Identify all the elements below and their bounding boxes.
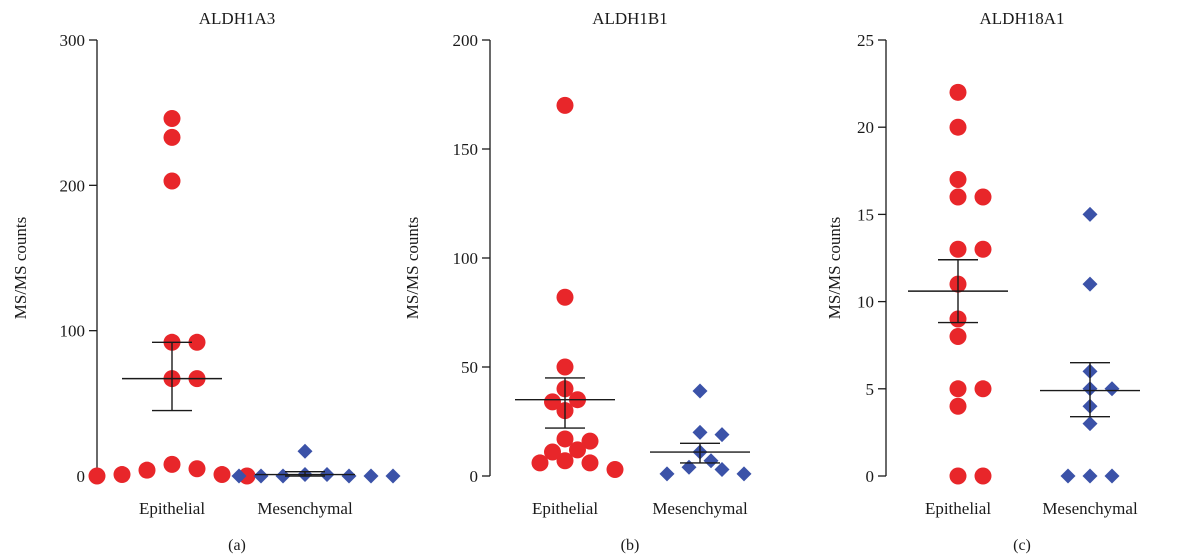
panel-3-mesenchymal-point [1104, 381, 1120, 397]
panel-3-epithelial-point [949, 397, 967, 415]
panel-3-epithelial-point [949, 327, 967, 345]
panel-3-mesenchymal-point [1082, 276, 1098, 292]
panel-2-epithelial-point [531, 454, 549, 472]
panel-2-epithelial-point [581, 432, 599, 450]
panel-1-epithelial-point [238, 467, 256, 485]
panel-1-epithelial-point [163, 455, 181, 473]
panel-1-mesenchymal-point [297, 443, 313, 459]
panel-1-x-category-label: Epithelial [139, 499, 205, 518]
panel-1-epithelial-point [213, 466, 231, 484]
panel-1-mesenchymal-point [253, 468, 269, 484]
panel-2-y-axis-label: MS/MS counts [403, 217, 422, 320]
panel-1-y-tick-label: 100 [60, 322, 86, 341]
panel-2-mesenchymal-point [714, 461, 730, 477]
panel-1-mesenchymal-point [385, 468, 401, 484]
panel-3-mesenchymal-point [1082, 416, 1098, 432]
panel-1-epithelial-point [188, 333, 206, 351]
panel-2-mesenchymal-point [736, 466, 752, 482]
panel-2-mesenchymal-point [703, 453, 719, 469]
panel-3-epithelial-point [949, 240, 967, 258]
panel-3-y-tick-label: 5 [866, 380, 875, 399]
panel-3-y-tick-label: 0 [866, 467, 875, 486]
panel-1-mesenchymal-point [231, 468, 247, 484]
panel-3-epithelial-point [949, 188, 967, 206]
panel-2-epithelial-point [556, 288, 574, 306]
panel-2-epithelial-point [556, 96, 574, 114]
panel-1-y-tick-label: 200 [60, 176, 86, 195]
panel-2-epithelial-point [544, 393, 561, 411]
panel-1-y-tick-label: 300 [60, 31, 86, 50]
panel-2-epithelial-point [581, 454, 599, 472]
panel-1-panel-label: (a) [228, 537, 246, 554]
panel-3-epithelial-point [974, 380, 992, 398]
panel-2-epithelial-point [606, 460, 624, 478]
panel-1-epithelial-point [163, 109, 181, 127]
panel-1-title: ALDH1A3 [199, 9, 276, 28]
panel-1-y-axis-label: MS/MS counts [11, 217, 30, 320]
panel-3-x-category-label: Epithelial [925, 499, 991, 518]
panel-1-y-tick-label: 0 [77, 467, 86, 486]
panel-2-mesenchymal-point [659, 466, 675, 482]
panel-3-mesenchymal-point [1082, 206, 1098, 222]
panel-3-y-axis-label: MS/MS counts [825, 217, 844, 320]
panel-3-mesenchymal-point [1060, 468, 1076, 484]
panel-2-title: ALDH1B1 [592, 9, 668, 28]
panel-2-epithelial-point [569, 441, 586, 459]
panel-3-epithelial-point [949, 467, 967, 485]
panel-2-panel-label: (b) [621, 537, 640, 554]
panel-2-epithelial-point [556, 430, 574, 448]
panel-2-y-tick-label: 150 [453, 140, 479, 159]
panel-1-epithelial-point [138, 461, 156, 479]
panel-2-y-tick-label: 100 [453, 249, 479, 268]
panel-1-x-category-label: Mesenchymal [257, 499, 353, 518]
panel-1-epithelial-point [163, 172, 181, 190]
panel-2-epithelial-point [544, 443, 561, 461]
panel-3-mesenchymal-point [1104, 468, 1120, 484]
panel-3-y-tick-label: 25 [857, 31, 874, 50]
panel-3-epithelial-point [974, 240, 992, 258]
panel-2-x-category-label: Epithelial [532, 499, 598, 518]
panel-1-mesenchymal-point [341, 468, 357, 484]
panel-1-epithelial-point [188, 460, 206, 478]
panel-3-title: ALDH18A1 [980, 9, 1065, 28]
panel-2-mesenchymal-point [681, 459, 697, 475]
panel-1-epithelial-point [113, 466, 131, 484]
panel-3-epithelial-point [949, 83, 967, 101]
panel-1-epithelial-point [88, 467, 106, 485]
panel-3-epithelial-point [949, 171, 967, 189]
panel-2-epithelial-point [556, 452, 574, 470]
panel-3-epithelial-point [949, 118, 967, 136]
panel-3-x-category-label: Mesenchymal [1042, 499, 1138, 518]
panel-1-epithelial-point [163, 128, 181, 146]
panel-3-y-tick-label: 10 [857, 293, 874, 312]
panel-3-mesenchymal-point [1082, 468, 1098, 484]
panel-1-mesenchymal-point [363, 468, 379, 484]
panel-2-mesenchymal-point [692, 424, 708, 440]
panel-3-epithelial-point [974, 467, 992, 485]
panel-2-x-category-label: Mesenchymal [652, 499, 748, 518]
panel-2-y-tick-label: 50 [461, 358, 478, 377]
panel-2-y-tick-label: 0 [470, 467, 479, 486]
panel-3-panel-label: (c) [1013, 537, 1031, 554]
panel-2-epithelial-point [556, 358, 574, 376]
panel-2-y-tick-label: 200 [453, 31, 479, 50]
panel-2-mesenchymal-point [692, 383, 708, 399]
panel-3-epithelial-point [974, 188, 992, 206]
panel-2-mesenchymal-point [714, 427, 730, 443]
panel-3-y-tick-label: 20 [857, 118, 874, 137]
panel-3-epithelial-point [949, 380, 967, 398]
panel-3-y-tick-label: 15 [857, 205, 874, 224]
